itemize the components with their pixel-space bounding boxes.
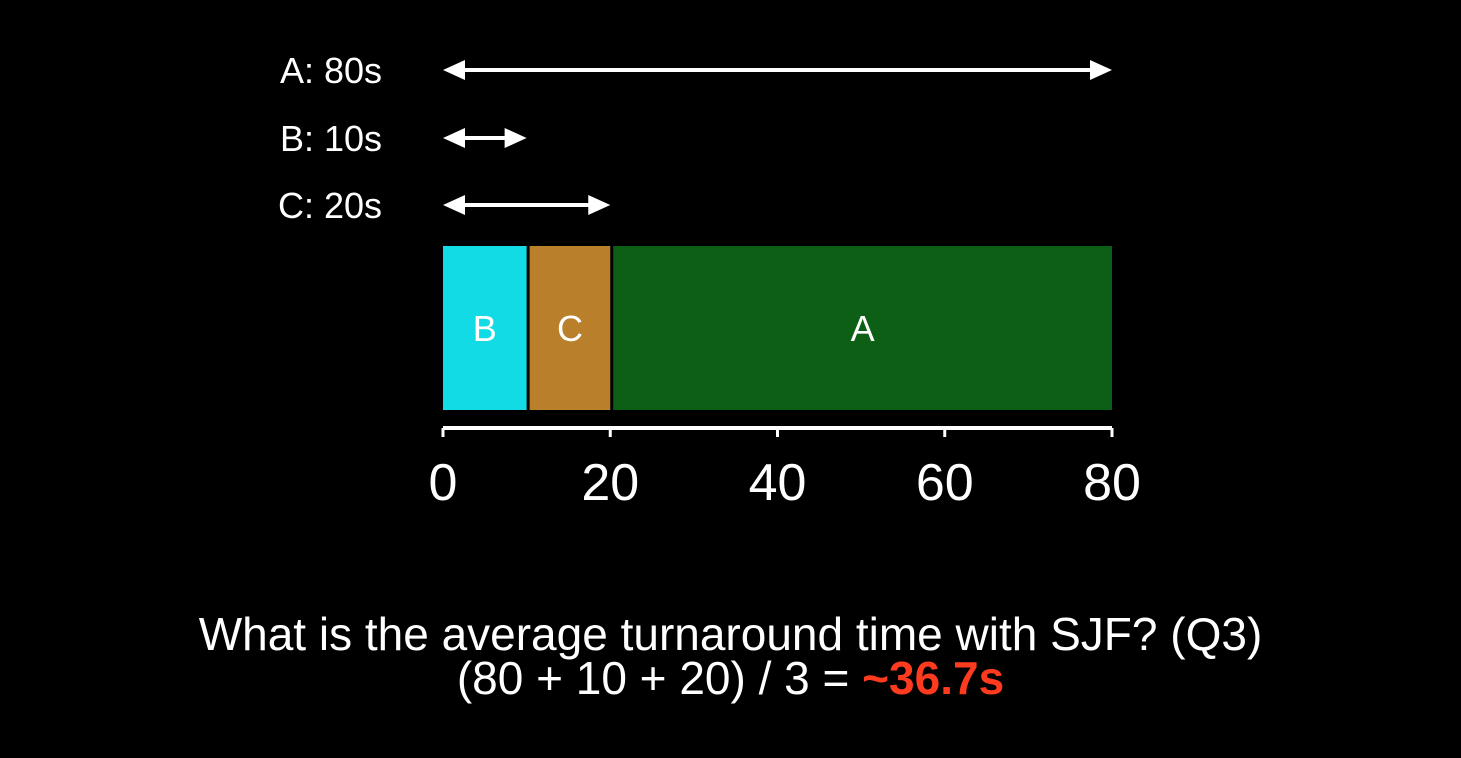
job-row-a: A: 80s bbox=[280, 50, 1112, 91]
formula-line: (80 + 10 + 20) / 3 = ~36.7s bbox=[0, 650, 1461, 706]
arrow-head-left-b bbox=[443, 128, 465, 148]
job-label-c: C: 20s bbox=[278, 185, 382, 226]
job-label-a: A: 80s bbox=[280, 50, 382, 91]
block-label-b: B bbox=[473, 308, 497, 349]
question-text: What is the average turnaround time with… bbox=[198, 608, 1263, 660]
formula-expression: (80 + 10 + 20) / 3 = bbox=[456, 652, 863, 704]
tick-label-0: 0 bbox=[429, 454, 458, 512]
scheduling-diagram: A: 80s B: 10s C: 20s B C A 0 20 40 60 80 bbox=[278, 50, 1141, 512]
arrow-head-right-a bbox=[1090, 60, 1112, 80]
job-label-b: B: 10s bbox=[280, 118, 382, 159]
block-label-c: C bbox=[557, 308, 583, 349]
time-axis: 0 20 40 60 80 bbox=[429, 426, 1141, 512]
answer-prefix: ~ bbox=[862, 652, 890, 704]
schedule-block-b bbox=[443, 246, 527, 410]
block-label-a: A bbox=[851, 308, 875, 349]
answer-value: 36.7s bbox=[889, 652, 1005, 704]
arrow-head-right-c bbox=[588, 195, 611, 215]
arrow-head-right-b bbox=[504, 128, 527, 148]
job-row-b: B: 10s bbox=[280, 118, 527, 159]
arrow-head-left-c bbox=[443, 195, 465, 215]
tick-label-80: 80 bbox=[1083, 454, 1141, 512]
tick-label-40: 40 bbox=[749, 454, 807, 512]
job-duration-rows: A: 80s B: 10s C: 20s bbox=[278, 50, 1112, 226]
tick-label-60: 60 bbox=[916, 454, 974, 512]
job-row-c: C: 20s bbox=[278, 185, 611, 226]
tick-label-20: 20 bbox=[581, 454, 639, 512]
arrow-head-left-a bbox=[443, 60, 465, 80]
schedule-block-a bbox=[613, 246, 1112, 410]
schedule-block-c bbox=[529, 246, 611, 410]
